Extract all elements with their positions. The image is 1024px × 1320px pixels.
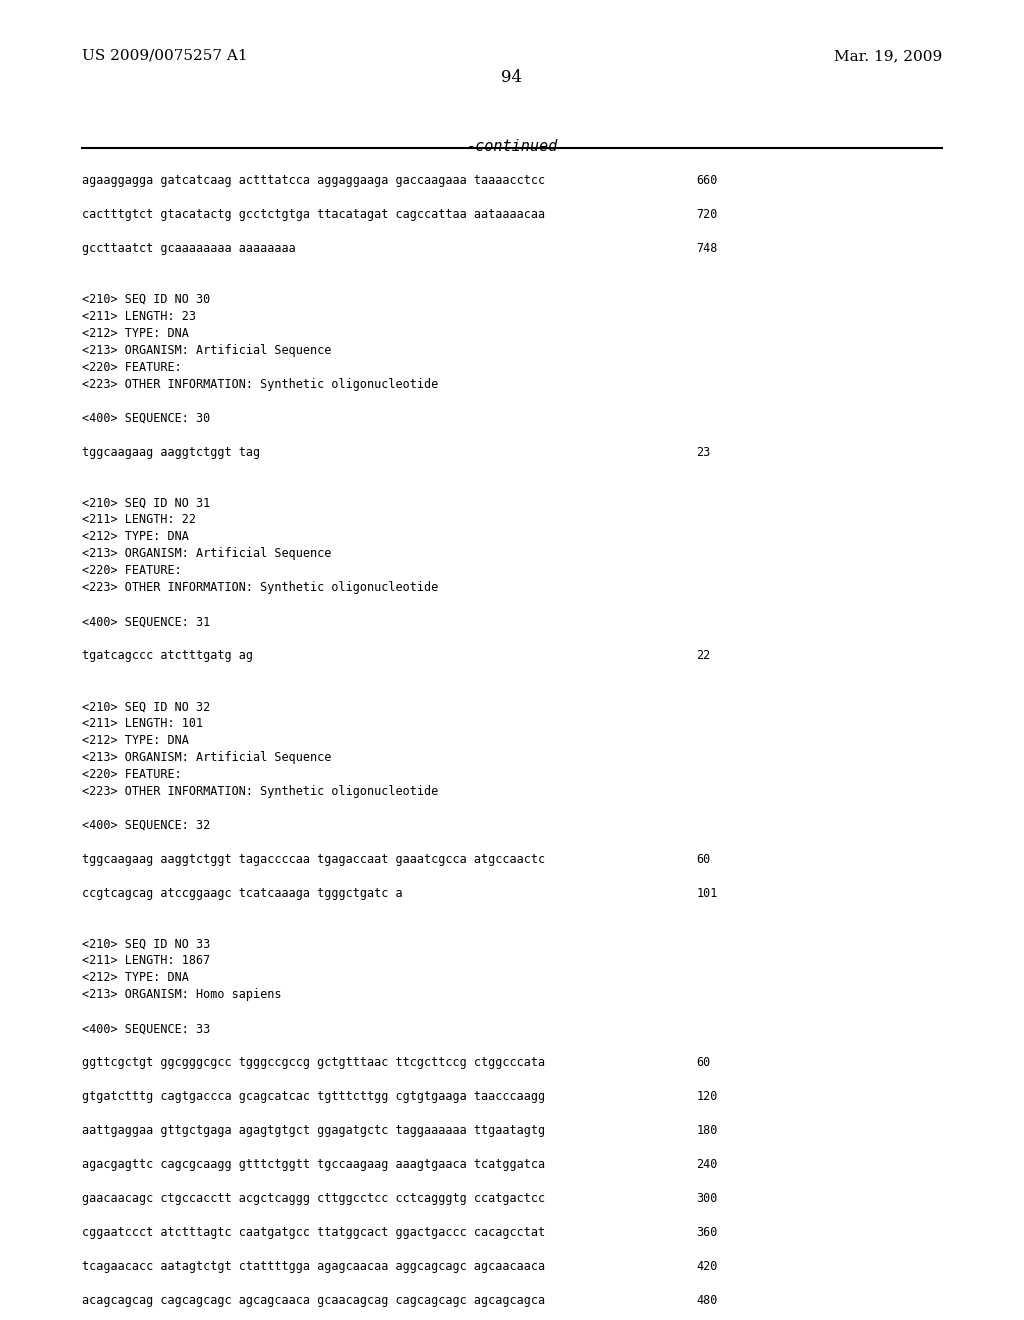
Text: 660: 660	[696, 174, 718, 187]
Text: <211> LENGTH: 23: <211> LENGTH: 23	[82, 310, 196, 323]
Text: <212> TYPE: DNA: <212> TYPE: DNA	[82, 972, 188, 985]
Text: <213> ORGANISM: Homo sapiens: <213> ORGANISM: Homo sapiens	[82, 989, 282, 1002]
Text: cactttgtct gtacatactg gcctctgtga ttacatagat cagccattaa aataaaacaa: cactttgtct gtacatactg gcctctgtga ttacata…	[82, 209, 545, 222]
Text: -continued: -continued	[466, 139, 558, 153]
Text: <211> LENGTH: 22: <211> LENGTH: 22	[82, 513, 196, 527]
Text: gtgatctttg cagtgaccca gcagcatcac tgtttcttgg cgtgtgaaga taacccaagg: gtgatctttg cagtgaccca gcagcatcac tgtttct…	[82, 1090, 545, 1104]
Text: ggttcgctgt ggcgggcgcc tgggccgccg gctgtttaac ttcgcttccg ctggcccata: ggttcgctgt ggcgggcgcc tgggccgccg gctgttt…	[82, 1056, 545, 1069]
Text: tgatcagccc atctttgatg ag: tgatcagccc atctttgatg ag	[82, 649, 253, 663]
Text: Mar. 19, 2009: Mar. 19, 2009	[834, 49, 942, 63]
Text: tggcaagaag aaggtctggt tag: tggcaagaag aaggtctggt tag	[82, 446, 260, 458]
Text: <223> OTHER INFORMATION: Synthetic oligonucleotide: <223> OTHER INFORMATION: Synthetic oligo…	[82, 785, 438, 797]
Text: 480: 480	[696, 1294, 718, 1307]
Text: gccttaatct gcaaaaaaaa aaaaaaaa: gccttaatct gcaaaaaaaa aaaaaaaa	[82, 242, 296, 255]
Text: 94: 94	[502, 69, 522, 86]
Text: <213> ORGANISM: Artificial Sequence: <213> ORGANISM: Artificial Sequence	[82, 548, 332, 561]
Text: <223> OTHER INFORMATION: Synthetic oligonucleotide: <223> OTHER INFORMATION: Synthetic oligo…	[82, 581, 438, 594]
Text: <220> FEATURE:: <220> FEATURE:	[82, 565, 181, 577]
Text: agacgagttc cagcgcaagg gtttctggtt tgccaagaag aaagtgaaca tcatggatca: agacgagttc cagcgcaagg gtttctggtt tgccaag…	[82, 1158, 545, 1171]
Text: 720: 720	[696, 209, 718, 222]
Text: agaaggagga gatcatcaag actttatcca aggaggaaga gaccaagaaa taaaacctcc: agaaggagga gatcatcaag actttatcca aggagga…	[82, 174, 545, 187]
Text: <223> OTHER INFORMATION: Synthetic oligonucleotide: <223> OTHER INFORMATION: Synthetic oligo…	[82, 378, 438, 391]
Text: gaacaacagc ctgccacctt acgctcaggg cttggcctcc cctcagggtg ccatgactcc: gaacaacagc ctgccacctt acgctcaggg cttggcc…	[82, 1192, 545, 1205]
Text: 420: 420	[696, 1259, 718, 1272]
Text: <212> TYPE: DNA: <212> TYPE: DNA	[82, 531, 188, 544]
Text: aattgaggaa gttgctgaga agagtgtgct ggagatgctc taggaaaaaa ttgaatagtg: aattgaggaa gttgctgaga agagtgtgct ggagatg…	[82, 1125, 545, 1137]
Text: <400> SEQUENCE: 31: <400> SEQUENCE: 31	[82, 615, 210, 628]
Text: 101: 101	[696, 887, 718, 900]
Text: ccgtcagcag atccggaagc tcatcaaaga tgggctgatc a: ccgtcagcag atccggaagc tcatcaaaga tgggctg…	[82, 887, 402, 900]
Text: tcagaacacc aatagtctgt ctattttgga agagcaacaa aggcagcagc agcaacaaca: tcagaacacc aatagtctgt ctattttgga agagcaa…	[82, 1259, 545, 1272]
Text: <212> TYPE: DNA: <212> TYPE: DNA	[82, 327, 188, 339]
Text: 60: 60	[696, 1056, 711, 1069]
Text: cggaatccct atctttagtc caatgatgcc ttatggcact ggactgaccc cacagcctat: cggaatccct atctttagtc caatgatgcc ttatggc…	[82, 1226, 545, 1239]
Text: <220> FEATURE:: <220> FEATURE:	[82, 360, 181, 374]
Text: <400> SEQUENCE: 30: <400> SEQUENCE: 30	[82, 412, 210, 425]
Text: US 2009/0075257 A1: US 2009/0075257 A1	[82, 49, 248, 63]
Text: 240: 240	[696, 1158, 718, 1171]
Text: <212> TYPE: DNA: <212> TYPE: DNA	[82, 734, 188, 747]
Text: <210> SEQ ID NO 33: <210> SEQ ID NO 33	[82, 937, 210, 950]
Text: <400> SEQUENCE: 33: <400> SEQUENCE: 33	[82, 1023, 210, 1035]
Text: 23: 23	[696, 446, 711, 458]
Text: 360: 360	[696, 1226, 718, 1239]
Text: <213> ORGANISM: Artificial Sequence: <213> ORGANISM: Artificial Sequence	[82, 345, 332, 356]
Text: <210> SEQ ID NO 32: <210> SEQ ID NO 32	[82, 700, 210, 713]
Text: <211> LENGTH: 1867: <211> LENGTH: 1867	[82, 954, 210, 968]
Text: 300: 300	[696, 1192, 718, 1205]
Text: <210> SEQ ID NO 31: <210> SEQ ID NO 31	[82, 496, 210, 510]
Text: <210> SEQ ID NO 30: <210> SEQ ID NO 30	[82, 293, 210, 306]
Text: <220> FEATURE:: <220> FEATURE:	[82, 768, 181, 781]
Text: <400> SEQUENCE: 32: <400> SEQUENCE: 32	[82, 818, 210, 832]
Text: 22: 22	[696, 649, 711, 663]
Text: 748: 748	[696, 242, 718, 255]
Text: <211> LENGTH: 101: <211> LENGTH: 101	[82, 717, 203, 730]
Text: acagcagcag cagcagcagc agcagcaaca gcaacagcag cagcagcagc agcagcagca: acagcagcag cagcagcagc agcagcaaca gcaacag…	[82, 1294, 545, 1307]
Text: 60: 60	[696, 853, 711, 866]
Text: <213> ORGANISM: Artificial Sequence: <213> ORGANISM: Artificial Sequence	[82, 751, 332, 764]
Text: tggcaagaag aaggtctggt tagaccccaa tgagaccaat gaaatcgcca atgccaactc: tggcaagaag aaggtctggt tagaccccaa tgagacc…	[82, 853, 545, 866]
Text: 120: 120	[696, 1090, 718, 1104]
Text: 180: 180	[696, 1125, 718, 1137]
